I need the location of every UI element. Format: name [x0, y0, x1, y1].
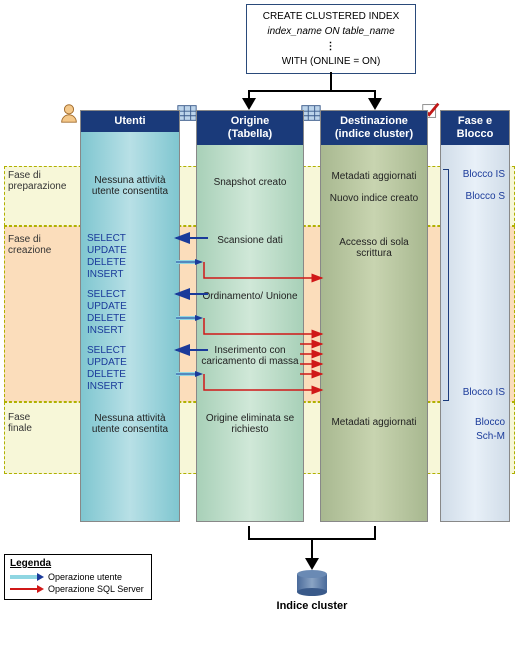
col-head-dest: Destinazione (indice cluster): [321, 111, 427, 145]
op-select-3: SELECT: [81, 345, 179, 356]
cell-final-dest: Metadati aggiornati: [321, 415, 427, 430]
phase-label-final: Fasefinale: [8, 412, 74, 434]
merge-stem-r: [374, 526, 376, 538]
legend-sql-row: Operazione SQL Server: [10, 584, 146, 594]
lock-schm-b: Blocco: [475, 417, 505, 428]
column-source: Origine (Tabella) Snapshot creato Scansi…: [196, 110, 304, 522]
op-delete-2: DELETE: [81, 313, 179, 324]
merge-stem-l: [248, 526, 250, 538]
cluster-index-label: Indice cluster: [262, 600, 362, 612]
op-update-3: UPDATE: [81, 357, 179, 368]
sql-line1: CREATE CLUSTERED INDEX: [253, 9, 409, 24]
bracket-locks: [443, 169, 449, 401]
cell-prep-source: Snapshot creato: [197, 175, 303, 190]
cell-prep-users: Nessuna attività utente consentita: [81, 173, 179, 199]
op-select-2: SELECT: [81, 289, 179, 300]
op-delete-1: DELETE: [81, 257, 179, 268]
op-select-1: SELECT: [81, 233, 179, 244]
sql-line2: index_name ON table_name: [253, 24, 409, 39]
legend-title: Legenda: [10, 558, 146, 569]
legend-sql-label: Operazione SQL Server: [48, 584, 144, 594]
col-head-users: Utenti: [81, 111, 179, 132]
legend-sql-arrow: [10, 585, 44, 593]
phase-label-build: Fase dicreazione: [8, 234, 74, 256]
legend-user-arrow: [10, 573, 44, 581]
cell-final-users: Nessuna attività utente consentita: [81, 411, 179, 437]
cell-build-source2: Ordinamento/ Unione: [197, 289, 303, 304]
lock-is-2: Blocco IS: [463, 387, 505, 398]
sql-ellipsis: ⋮: [253, 39, 409, 54]
arrow-stem: [330, 72, 332, 90]
lock-is-1: Blocco IS: [463, 169, 505, 180]
cell-final-source: Origine eliminata se richiesto: [197, 411, 303, 437]
op-insert-1: INSERT: [81, 269, 179, 280]
cluster-index-icon: [297, 574, 327, 600]
user-icon: [58, 102, 80, 124]
cell-build-dest: Accesso di sola scrittura: [321, 235, 427, 261]
legend-box: Legenda Operazione utente Operazione SQL…: [4, 554, 152, 600]
col-head-source: Origine (Tabella): [197, 111, 303, 145]
op-insert-2: INSERT: [81, 325, 179, 336]
op-insert-3: INSERT: [81, 381, 179, 392]
op-update-1: UPDATE: [81, 245, 179, 256]
arrow-head-l: [242, 98, 256, 110]
cell-build-source3: Inserimento con caricamento di massa: [197, 343, 303, 369]
cell-build-source1: Scansione dati: [197, 233, 303, 248]
column-dest: Destinazione (indice cluster) Metadati a…: [320, 110, 428, 522]
arrow-head-r: [368, 98, 382, 110]
merge-down: [311, 538, 313, 560]
column-users: Utenti Nessuna attività utente consentit…: [80, 110, 180, 522]
arrow-bar: [248, 90, 376, 92]
lock-schm: Sch-M: [476, 431, 505, 442]
legend-user-row: Operazione utente: [10, 572, 146, 582]
sql-statement-box: CREATE CLUSTERED INDEX index_name ON tab…: [246, 4, 416, 74]
merge-head: [305, 558, 319, 570]
op-update-2: UPDATE: [81, 301, 179, 312]
phase-label-prep: Fase dipreparazione: [8, 170, 74, 192]
legend-user-label: Operazione utente: [48, 572, 122, 582]
sql-line3: WITH (ONLINE = ON): [253, 54, 409, 69]
cell-prep-dest2: Nuovo indice creato: [321, 191, 427, 206]
cell-prep-dest1: Metadati aggiornati: [321, 169, 427, 184]
column-phase: Fase e Blocco Blocco IS Blocco S Blocco …: [440, 110, 510, 522]
lock-s: Blocco S: [466, 191, 505, 202]
op-delete-3: DELETE: [81, 369, 179, 380]
col-head-phase: Fase e Blocco: [441, 111, 509, 145]
